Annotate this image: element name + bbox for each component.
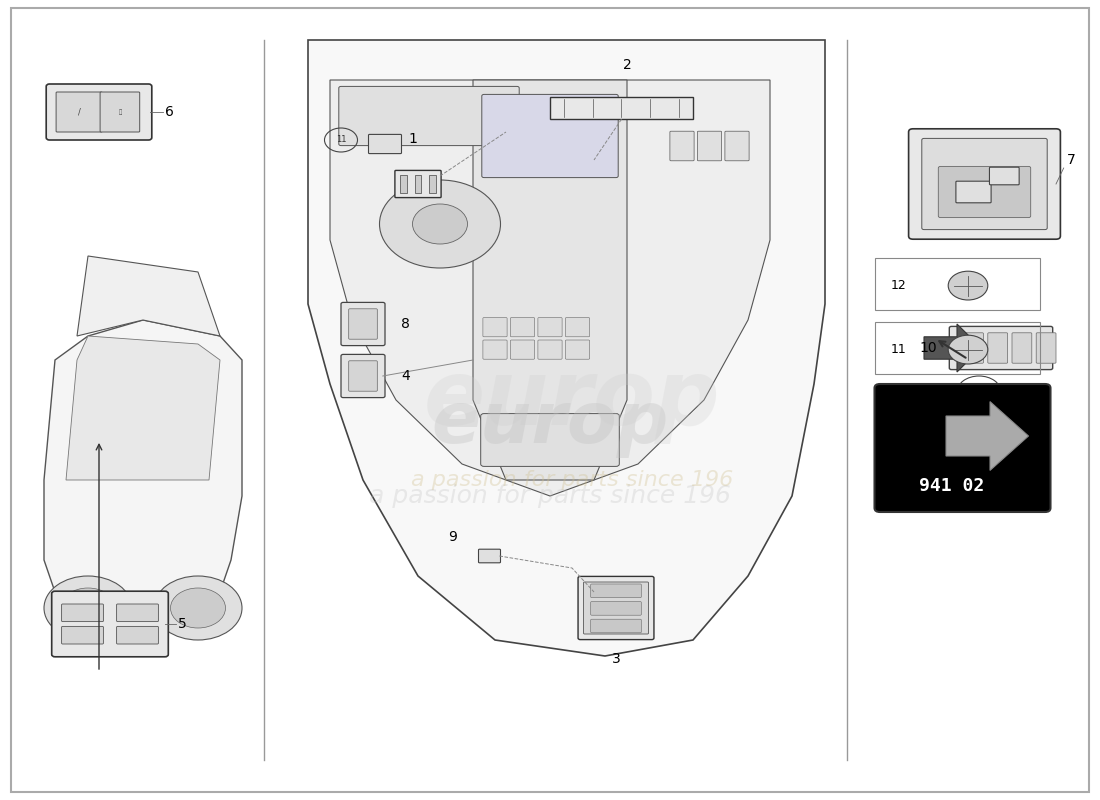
Circle shape: [379, 180, 500, 268]
FancyBboxPatch shape: [46, 84, 152, 140]
Text: a passion for parts since 196: a passion for parts since 196: [370, 484, 730, 508]
FancyBboxPatch shape: [874, 384, 1050, 512]
FancyBboxPatch shape: [988, 333, 1008, 363]
FancyBboxPatch shape: [949, 326, 1053, 370]
FancyBboxPatch shape: [341, 354, 385, 398]
Polygon shape: [308, 40, 825, 656]
FancyBboxPatch shape: [481, 414, 619, 466]
Text: 4: 4: [402, 369, 410, 383]
Text: 7: 7: [1067, 153, 1076, 167]
FancyBboxPatch shape: [510, 318, 535, 337]
Text: europ: europ: [424, 356, 720, 444]
FancyBboxPatch shape: [117, 626, 158, 644]
FancyBboxPatch shape: [349, 309, 377, 339]
Bar: [874, 258, 1040, 310]
FancyBboxPatch shape: [395, 170, 441, 198]
FancyBboxPatch shape: [990, 167, 1020, 185]
Polygon shape: [946, 402, 1028, 470]
FancyBboxPatch shape: [482, 94, 618, 178]
Circle shape: [412, 204, 468, 244]
FancyBboxPatch shape: [550, 97, 693, 119]
FancyBboxPatch shape: [56, 92, 102, 132]
Polygon shape: [473, 80, 627, 480]
FancyBboxPatch shape: [964, 333, 983, 363]
FancyBboxPatch shape: [922, 138, 1047, 230]
Text: 941 02: 941 02: [918, 478, 984, 495]
FancyBboxPatch shape: [909, 129, 1060, 239]
FancyBboxPatch shape: [478, 549, 500, 563]
FancyBboxPatch shape: [510, 340, 535, 359]
FancyBboxPatch shape: [591, 602, 641, 615]
FancyBboxPatch shape: [579, 576, 653, 640]
Polygon shape: [77, 256, 220, 336]
FancyBboxPatch shape: [584, 582, 649, 634]
Text: 9: 9: [448, 530, 456, 544]
Bar: [429, 175, 436, 193]
Text: 8: 8: [402, 317, 410, 331]
Circle shape: [948, 335, 988, 364]
Text: 1: 1: [408, 131, 417, 146]
FancyBboxPatch shape: [483, 318, 507, 337]
Text: 10: 10: [920, 341, 937, 355]
Polygon shape: [66, 336, 220, 480]
FancyBboxPatch shape: [345, 307, 381, 341]
FancyBboxPatch shape: [1036, 333, 1056, 363]
FancyBboxPatch shape: [670, 131, 694, 161]
Text: 11: 11: [336, 135, 346, 145]
Polygon shape: [330, 80, 770, 496]
Text: /: /: [78, 107, 80, 117]
FancyBboxPatch shape: [591, 619, 641, 633]
FancyBboxPatch shape: [339, 86, 519, 146]
Circle shape: [154, 576, 242, 640]
Text: 5: 5: [178, 617, 187, 631]
Circle shape: [948, 271, 988, 300]
FancyBboxPatch shape: [956, 181, 991, 202]
FancyBboxPatch shape: [368, 134, 402, 154]
FancyBboxPatch shape: [483, 340, 507, 359]
FancyBboxPatch shape: [100, 92, 140, 132]
Text: 2: 2: [623, 58, 631, 72]
Bar: [400, 175, 407, 193]
Text: ⬛: ⬛: [119, 110, 121, 114]
FancyBboxPatch shape: [52, 591, 168, 657]
Polygon shape: [924, 324, 981, 372]
FancyBboxPatch shape: [117, 604, 158, 622]
Text: 6: 6: [165, 105, 174, 119]
Text: 12: 12: [970, 385, 988, 399]
FancyBboxPatch shape: [341, 302, 385, 346]
FancyBboxPatch shape: [697, 131, 722, 161]
FancyBboxPatch shape: [565, 340, 590, 359]
FancyBboxPatch shape: [725, 131, 749, 161]
FancyBboxPatch shape: [1012, 333, 1032, 363]
FancyBboxPatch shape: [538, 340, 562, 359]
Text: europ: europ: [431, 390, 669, 458]
Bar: [874, 322, 1040, 374]
FancyBboxPatch shape: [62, 604, 103, 622]
FancyBboxPatch shape: [591, 584, 641, 598]
Text: 12: 12: [891, 279, 906, 292]
Text: a passion for parts since 196: a passion for parts since 196: [411, 470, 733, 490]
Circle shape: [44, 576, 132, 640]
FancyBboxPatch shape: [938, 166, 1031, 218]
FancyBboxPatch shape: [349, 361, 377, 391]
FancyBboxPatch shape: [62, 626, 103, 644]
Text: 3: 3: [612, 652, 620, 666]
Bar: [415, 175, 421, 193]
FancyBboxPatch shape: [538, 318, 562, 337]
Circle shape: [170, 588, 226, 628]
Circle shape: [60, 588, 116, 628]
FancyBboxPatch shape: [565, 318, 590, 337]
Text: 11: 11: [891, 343, 906, 356]
Polygon shape: [44, 320, 242, 624]
